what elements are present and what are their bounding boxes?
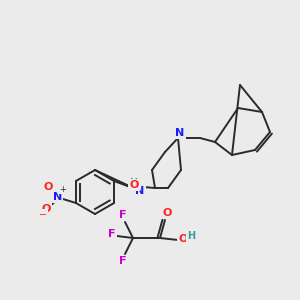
Text: O: O (178, 234, 188, 244)
Text: H: H (187, 231, 195, 241)
Text: F: F (119, 210, 127, 220)
Text: +: + (59, 184, 66, 194)
Text: O: O (129, 180, 139, 190)
Text: N: N (135, 186, 145, 196)
Text: O: O (41, 204, 51, 214)
Text: N: N (53, 192, 63, 202)
Text: F: F (119, 256, 127, 266)
Text: N: N (176, 128, 184, 138)
Text: F: F (108, 229, 116, 239)
Text: O: O (43, 182, 52, 192)
Text: −: − (39, 210, 47, 220)
Text: H: H (129, 178, 137, 188)
Text: O: O (162, 208, 172, 218)
